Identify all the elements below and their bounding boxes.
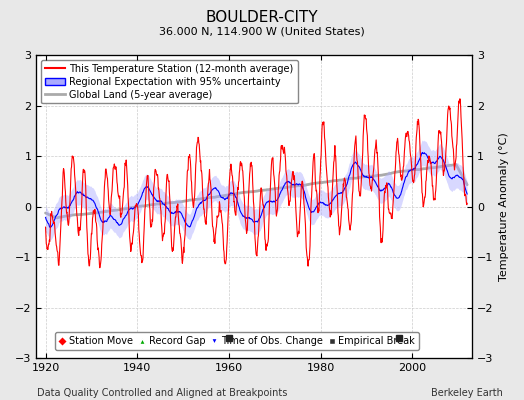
Text: 36.000 N, 114.900 W (United States): 36.000 N, 114.900 W (United States) xyxy=(159,26,365,36)
Y-axis label: Temperature Anomaly (°C): Temperature Anomaly (°C) xyxy=(499,132,509,281)
Text: Berkeley Earth: Berkeley Earth xyxy=(431,388,503,398)
Text: Data Quality Controlled and Aligned at Breakpoints: Data Quality Controlled and Aligned at B… xyxy=(37,388,287,398)
Legend: Station Move, Record Gap, Time of Obs. Change, Empirical Break: Station Move, Record Gap, Time of Obs. C… xyxy=(54,332,419,350)
Text: BOULDER-CITY: BOULDER-CITY xyxy=(206,10,318,25)
